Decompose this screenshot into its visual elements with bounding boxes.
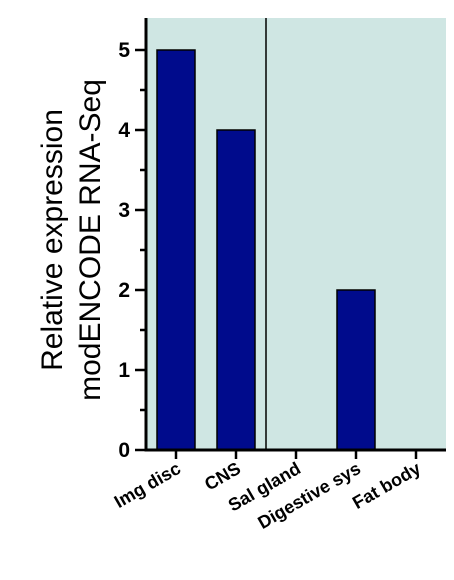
y-tick-label: 4 (118, 119, 130, 142)
x-tick-label: Digestive sys (254, 458, 364, 533)
y-ticks-group: 0 1 2 3 4 5 (118, 39, 146, 462)
bar-digestive-sys (336, 289, 376, 451)
y-tick-label: 0 (118, 439, 130, 462)
y-tick-label: 2 (118, 279, 130, 302)
y-tick-label: 3 (118, 199, 130, 222)
bar-cns (216, 129, 256, 451)
y-axis-title: Relative expression modENCODE RNA-Seq (36, 79, 107, 401)
plot-background (146, 18, 446, 450)
y-tick-label: 1 (118, 359, 130, 382)
x-tick-label: Fat body (349, 458, 424, 513)
y-tick-label: 5 (118, 39, 130, 62)
y-axis-title-line-1: Relative expression (36, 109, 69, 371)
bars-group (156, 49, 376, 451)
x-tick-label: Img disc (111, 458, 184, 512)
x-tick-label: CNS (201, 458, 244, 494)
y-axis-title-line-2: modENCODE RNA-Seq (74, 79, 107, 401)
bar-img-disc (156, 49, 196, 451)
